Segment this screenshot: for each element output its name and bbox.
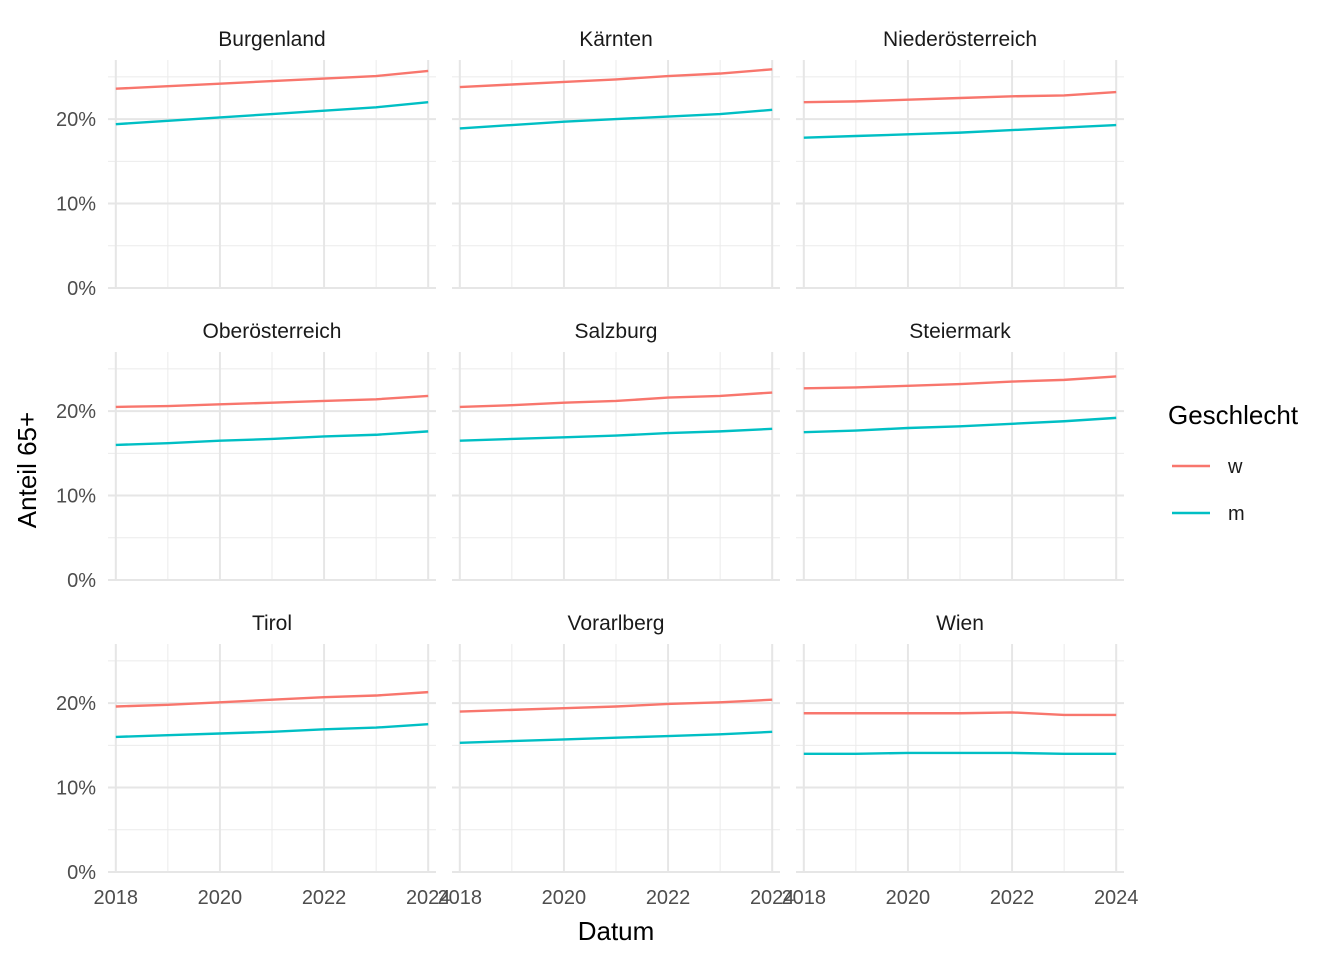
series-line-w (115, 394, 429, 409)
series-line-w (459, 391, 773, 409)
x-tick-label: 2018 (782, 887, 827, 909)
y-tick-label: 0% (67, 862, 96, 884)
panel-salzburg: Salzburg (452, 320, 780, 581)
series-line-w (115, 690, 429, 708)
series-line-m (115, 101, 429, 126)
panel-title: Burgenland (218, 28, 325, 51)
x-tick-label: 2020 (542, 887, 587, 909)
panel-karnten: Kärnten (452, 28, 780, 289)
panel-title: Oberösterreich (203, 320, 342, 343)
legend-label-w: w (1227, 456, 1243, 478)
panel-burgenland: Burgenland 0% 10% 20% (56, 28, 436, 300)
series-line-m (459, 427, 773, 442)
series-line-m (803, 123, 1117, 139)
panel-steiermark: Steiermark (796, 320, 1124, 581)
x-tick-label: 2024 (750, 887, 795, 909)
panel-oberosterreich: Oberösterreich 0% 10% 20% (56, 320, 436, 592)
panel-title: Vorarlberg (568, 612, 665, 635)
series-line-m (459, 730, 773, 744)
series-line-w (459, 68, 773, 89)
legend-title: Geschlecht (1168, 400, 1299, 430)
panel-title: Tirol (252, 612, 292, 635)
x-tick-label: 2024 (406, 887, 451, 909)
panel-title: Niederösterreich (883, 28, 1037, 51)
series-line-m (115, 430, 429, 447)
panel-wien: Wien 2018 2020 2022 2024 (782, 612, 1139, 909)
series-line-w (803, 375, 1117, 390)
x-tick-label: 2018 (94, 887, 139, 909)
panel-title: Wien (936, 612, 984, 635)
series-line-w (803, 711, 1117, 717)
y-tick-label: 10% (56, 486, 96, 508)
panel-vorarlberg: Vorarlberg 2018 2020 2022 2024 (438, 612, 795, 909)
series-line-m (803, 416, 1117, 434)
x-axis-title: Datum (578, 916, 655, 946)
legend: Geschlecht w m (1168, 400, 1299, 525)
y-axis-title: Anteil 65+ (12, 412, 42, 528)
x-tick-label: 2020 (886, 887, 931, 909)
y-tick-label: 10% (56, 778, 96, 800)
x-tick-label: 2022 (990, 887, 1035, 909)
panel-title: Salzburg (575, 320, 658, 343)
series-line-m (115, 723, 429, 739)
y-tick-label: 10% (56, 194, 96, 216)
x-tick-label: 2020 (198, 887, 243, 909)
series-line-w (459, 698, 773, 713)
y-tick-label: 0% (67, 570, 96, 592)
y-tick-label: 20% (56, 401, 96, 423)
series-line-w (115, 69, 429, 90)
series-line-m (459, 108, 773, 130)
panel-title: Kärnten (579, 28, 653, 51)
panels: Burgenland 0% 10% 20% Kärnten Niederösterreic… (56, 28, 1138, 909)
panel-niederosterreich: Niederösterreich (796, 28, 1124, 289)
x-tick-label: 2018 (438, 887, 483, 909)
x-tick-label: 2022 (646, 887, 691, 909)
x-tick-label: 2022 (302, 887, 347, 909)
panel-title: Steiermark (909, 320, 1011, 343)
legend-label-m: m (1228, 503, 1245, 525)
y-tick-label: 20% (56, 109, 96, 131)
y-tick-label: 0% (67, 278, 96, 300)
x-tick-label: 2024 (1094, 887, 1139, 909)
y-tick-label: 20% (56, 693, 96, 715)
series-line-w (803, 90, 1117, 104)
panel-tirol: Tirol 0% 10% 20% 2018 2020 2022 2024 (56, 612, 450, 909)
series-line-m (803, 751, 1117, 755)
